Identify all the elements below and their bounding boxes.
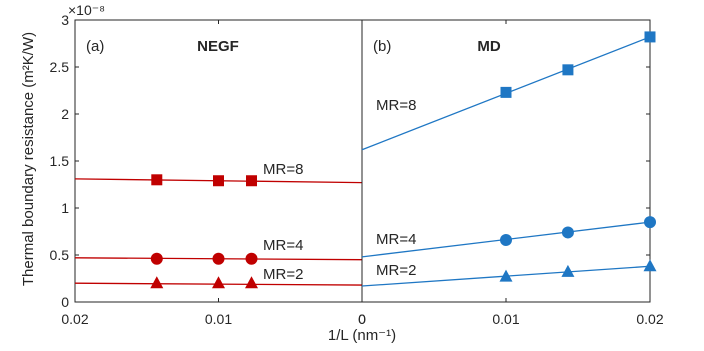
marker-mr2 <box>561 264 575 277</box>
y-tick-label: 1.5 <box>50 153 70 169</box>
panel-a-label: (a) <box>86 38 104 55</box>
y-tick-label: 1 <box>61 200 69 216</box>
marker-mr8 <box>151 174 163 186</box>
marker-mr8 <box>500 86 512 98</box>
marker-mr2 <box>212 276 225 289</box>
y-tick-label: 0.5 <box>50 247 70 263</box>
panel-b-label: (b) <box>373 38 391 55</box>
x-tick-label: 0.01 <box>492 311 519 327</box>
marker-mr8 <box>644 31 656 43</box>
marker-mr2 <box>245 276 259 289</box>
marker-mr4 <box>212 252 225 265</box>
panel-b-title: MD <box>477 38 500 55</box>
marker-mr4 <box>561 226 574 239</box>
marker-mr2 <box>499 269 513 282</box>
marker-mr4 <box>245 252 258 265</box>
series-label-mr2: MR=2 <box>376 262 416 279</box>
y-axis-label: Thermal boundary resistance (m²K/W) <box>20 32 37 286</box>
series-label-mr2: MR=2 <box>263 266 303 283</box>
x-tick-label: 0.02 <box>61 311 88 327</box>
panel-a-title: NEGF <box>197 38 239 55</box>
series-label-mr8: MR=8 <box>263 161 303 178</box>
series-label-mr4: MR=4 <box>376 231 416 248</box>
y-tick-label: 0 <box>61 294 69 310</box>
series-label-mr4: MR=4 <box>263 237 303 254</box>
x-tick-label: 0.02 <box>636 311 663 327</box>
marker-mr2 <box>643 259 657 272</box>
marker-mr4 <box>150 252 163 265</box>
panel-b-frame <box>361 19 651 303</box>
x-tick-label: 0.01 <box>205 311 232 327</box>
y-tick-label: 2 <box>61 106 69 122</box>
y-exponent-label: ×10⁻⁸ <box>68 2 105 18</box>
x-tick-label: 0 <box>358 311 366 327</box>
x-axis-label: 1/L (nm⁻¹) <box>328 327 396 344</box>
marker-mr8 <box>562 64 574 76</box>
series-label-mr8: MR=8 <box>376 97 416 114</box>
marker-mr4 <box>500 233 512 246</box>
marker-mr2 <box>150 276 164 289</box>
y-tick-label: 2.5 <box>50 59 70 75</box>
marker-mr8 <box>246 175 258 187</box>
x-tick-label: 0 <box>358 311 366 327</box>
y-tick-label: 3 <box>61 12 69 28</box>
marker-mr4 <box>644 216 656 229</box>
marker-mr8 <box>213 175 224 187</box>
